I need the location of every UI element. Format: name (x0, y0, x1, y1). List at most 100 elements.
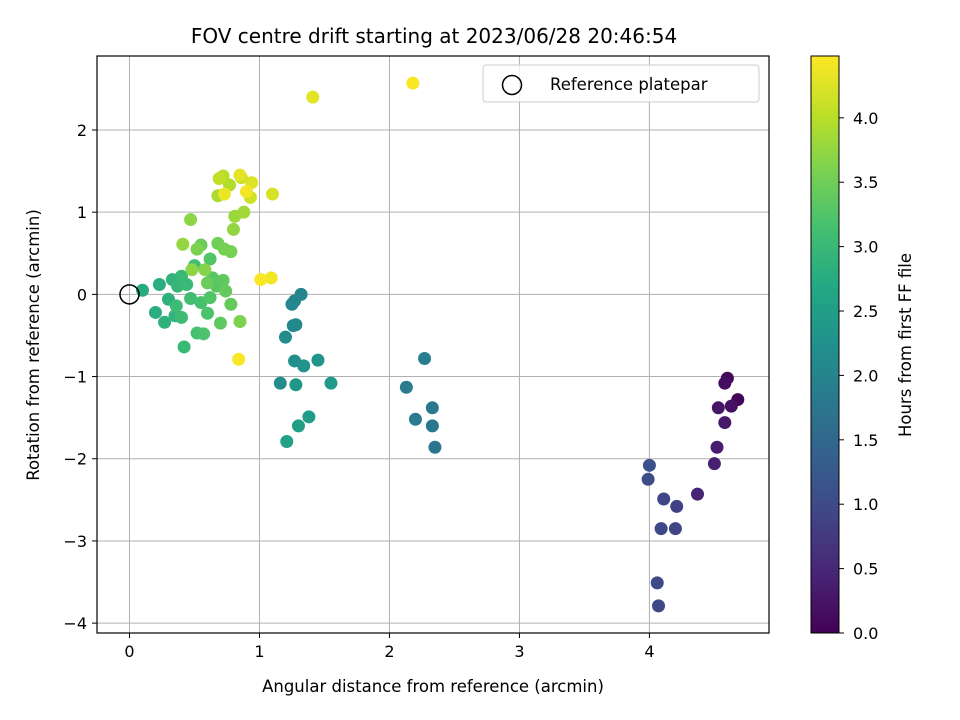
y-axis-label: Rotation from reference (arcmin) (24, 209, 43, 481)
colorbar-label: Hours from first FF file (896, 253, 915, 437)
y-tick-label: 2 (77, 121, 87, 140)
data-point (408, 412, 422, 426)
chart-title: FOV centre drift starting at 2023/06/28 … (191, 24, 677, 48)
scatter-series (119, 76, 745, 613)
data-point (265, 187, 279, 201)
colorbar-frame (810, 55, 840, 634)
data-point (425, 401, 439, 415)
data-point (237, 205, 251, 219)
data-point (324, 376, 338, 390)
x-tick-label: 1 (254, 642, 264, 661)
legend-label: Reference platepar (550, 75, 708, 94)
data-point (642, 458, 656, 472)
data-point (711, 401, 725, 415)
legend-marker-icon (501, 74, 523, 96)
colorbar-tick-label: 3.5 (853, 173, 878, 192)
data-point (428, 440, 442, 454)
data-point (184, 213, 198, 227)
colorbar-tick-label: 3.0 (853, 238, 878, 257)
data-point (203, 252, 217, 266)
data-point (399, 380, 413, 394)
data-point (232, 352, 246, 366)
colorbar-tick-label: 0.5 (853, 560, 878, 579)
data-point (718, 376, 732, 390)
data-point (198, 263, 212, 277)
data-point (652, 599, 666, 613)
data-point (285, 297, 299, 311)
data-point (297, 359, 311, 373)
data-point (418, 351, 432, 365)
colorbar-gradient (811, 56, 839, 633)
data-point (185, 263, 199, 277)
data-point (254, 273, 268, 287)
data-point (406, 76, 420, 90)
axis-ticks: 0 1 2 3 4 −4 −3 −2 −1 0 1 2 (63, 121, 654, 661)
colorbar-tick-label: 1.0 (853, 495, 878, 514)
x-tick-label: 2 (384, 642, 394, 661)
y-tick-label: −2 (63, 450, 87, 469)
data-point (707, 457, 721, 471)
x-tick-label: 3 (514, 642, 524, 661)
data-point (670, 499, 684, 513)
colorbar-tick-label: 2.5 (853, 302, 878, 321)
data-point (203, 291, 217, 305)
data-point (654, 522, 668, 536)
data-point (174, 310, 188, 324)
data-point (197, 327, 211, 341)
grid (97, 56, 769, 633)
data-point (668, 522, 682, 536)
data-point (152, 277, 166, 291)
y-tick-label: −4 (63, 614, 87, 633)
colorbar-tick-label: 4.0 (853, 109, 878, 128)
data-point (306, 90, 320, 104)
data-point (224, 297, 238, 311)
data-point (278, 330, 292, 344)
data-point (273, 376, 287, 390)
y-tick-label: −1 (63, 368, 87, 387)
data-point (280, 434, 294, 448)
data-point (200, 306, 214, 320)
data-point (217, 187, 231, 201)
data-point (641, 472, 655, 486)
legend: Reference platepar (482, 64, 760, 103)
colorbar-tick-label: 0.0 (853, 624, 878, 643)
reference-platepar-marker (119, 284, 140, 305)
data-point (289, 378, 303, 392)
data-point (219, 284, 233, 298)
data-point (148, 305, 162, 319)
data-point (158, 315, 172, 329)
x-tick-label: 0 (124, 642, 134, 661)
data-point (425, 419, 439, 433)
legend-box (482, 64, 760, 103)
data-point (180, 277, 194, 291)
data-point (169, 299, 183, 313)
data-point (239, 185, 253, 199)
data-point (177, 340, 191, 354)
colorbar-tick-label: 2.0 (853, 366, 878, 385)
data-point (226, 222, 240, 236)
data-point (184, 291, 198, 305)
data-point (724, 399, 738, 413)
colorbar-ticks: 0.0 0.5 1.0 1.5 2.0 2.5 3.0 3.5 4.0 (839, 109, 878, 643)
data-point (216, 273, 230, 287)
data-point (291, 419, 305, 433)
data-point (264, 271, 278, 285)
data-point (710, 440, 724, 454)
data-point (176, 237, 190, 251)
data-point (212, 171, 226, 185)
colorbar: 0.0 0.5 1.0 1.5 2.0 2.5 3.0 3.5 4.0 Hours from f… (810, 55, 915, 643)
y-tick-label: 0 (77, 285, 87, 304)
data-point (691, 487, 705, 501)
data-point (657, 492, 671, 506)
data-point (233, 168, 247, 182)
data-point (224, 245, 238, 259)
data-point (311, 353, 325, 367)
data-point (190, 242, 204, 256)
colorbar-tick-label: 1.5 (853, 431, 878, 450)
data-point (718, 416, 732, 430)
data-point (233, 314, 247, 328)
data-point (286, 319, 300, 333)
data-point (302, 410, 316, 424)
